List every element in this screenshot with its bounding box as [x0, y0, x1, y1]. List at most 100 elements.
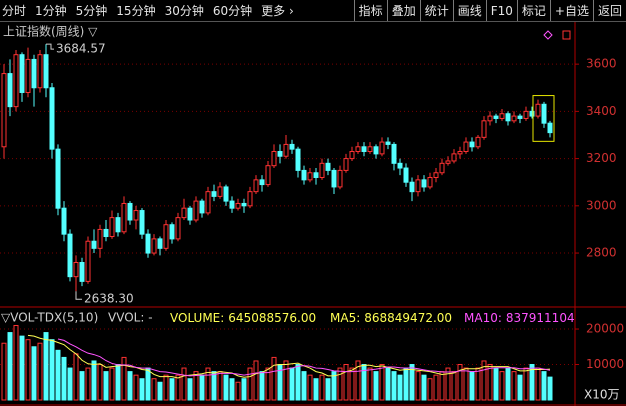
candle-body [535, 103, 541, 117]
period-item[interactable]: 60分钟 [212, 4, 253, 18]
volume-bar [217, 371, 223, 401]
candle-body [43, 54, 49, 89]
toolbar-button[interactable]: 画线 [452, 0, 486, 21]
candle-body [115, 217, 121, 233]
candle-body [355, 146, 361, 153]
toolbar: 分时 1分钟 5分钟 15分钟 30分钟 60分钟 更多 › 指标 叠加 统计 画线 F10 标记 +自… [0, 0, 626, 22]
volume-bar [127, 371, 133, 401]
candle-body [205, 191, 211, 214]
indicator-title: ▽VOL-TDX(5,10) [1, 311, 98, 325]
candle-body [133, 210, 139, 221]
candle-body [19, 54, 25, 93]
candle-body [457, 151, 463, 155]
period-item[interactable]: 更多 › [261, 4, 294, 18]
candle-body [427, 176, 433, 188]
unit-label: X10万 [584, 388, 620, 402]
volume-bar [325, 378, 331, 401]
candle-body [367, 146, 373, 153]
toolbar-button[interactable]: 标记 [516, 0, 550, 21]
candle-body [289, 143, 295, 150]
volume-bar [157, 381, 163, 401]
high-annotation: 3684.57 [56, 42, 106, 56]
legend-entry: VOLUME: 645088576.00 [170, 311, 316, 325]
legend-value: 837911104.00 [506, 311, 594, 325]
candle-body [7, 73, 13, 108]
volume-bar [25, 339, 31, 401]
volume-bar [223, 374, 229, 401]
volume-bar [523, 367, 529, 401]
candle-body [187, 207, 193, 221]
candle-body [31, 58, 37, 89]
volume-bar [433, 374, 439, 401]
candle-body [97, 228, 103, 249]
candle-body [181, 207, 187, 219]
candle-body [151, 238, 157, 254]
candle-body [157, 238, 163, 249]
candle-body [193, 200, 199, 221]
candle-body [277, 151, 283, 157]
volume-bar [241, 378, 247, 401]
legend-entry: MA10: 837911104.00 [464, 311, 594, 325]
period-item[interactable]: 30分钟 [164, 4, 204, 18]
volume-bar [97, 364, 103, 401]
volume-bar [187, 378, 193, 401]
candle-body [391, 143, 397, 164]
toolbar-button[interactable]: 指标 [353, 0, 387, 21]
period-item[interactable]: 5分钟 [75, 4, 108, 18]
candle-body [313, 172, 319, 178]
candle-body [319, 162, 325, 178]
volume-bar [499, 371, 505, 401]
volume-bar [427, 378, 433, 401]
volume-bar [265, 367, 271, 401]
volume-bar [385, 367, 391, 401]
candle-body [385, 141, 391, 145]
volume-bar [301, 371, 307, 401]
volume-bar [283, 360, 289, 401]
ma-line [57, 338, 551, 377]
volume-bar [193, 371, 199, 401]
toolbar-button[interactable]: 返回 [592, 0, 626, 21]
volume-bar [259, 371, 265, 401]
candle-body [265, 165, 271, 186]
vvol-label: VVOL: - [108, 311, 153, 325]
volume-bar [1, 342, 7, 401]
candle-body [331, 169, 337, 188]
period-item[interactable]: 1分钟 [35, 4, 67, 18]
candle-body [121, 202, 127, 233]
volume-bar [373, 371, 379, 401]
volume-bar [391, 371, 397, 401]
volume-bar [409, 364, 415, 401]
volume-bar [31, 346, 37, 401]
volume-bar [319, 374, 325, 401]
volume-bar [271, 356, 277, 401]
volume-bar [229, 378, 235, 401]
candle-body [73, 261, 79, 278]
candle-body [379, 141, 385, 155]
volume-bar [7, 332, 13, 401]
candle-body [199, 200, 205, 214]
candle-body [481, 120, 487, 138]
candle-body [433, 172, 439, 178]
candle-body [247, 191, 253, 207]
legend-name: MA5: [330, 311, 360, 325]
candle-body [55, 148, 61, 209]
volume-bar [445, 367, 451, 401]
volume-bar [103, 371, 109, 401]
candle-body [403, 167, 409, 183]
period-item[interactable]: 分时 [2, 4, 27, 18]
icon-diamond[interactable] [543, 30, 553, 40]
volume-bar [295, 364, 301, 401]
volume-bar [133, 374, 139, 401]
candle-body [169, 224, 175, 240]
toolbar-button[interactable]: F10 [485, 0, 517, 21]
toolbar-button[interactable]: 统计 [419, 0, 453, 21]
volume-bar [541, 371, 547, 401]
toolbar-button[interactable]: +自选 [549, 0, 593, 21]
volume-bar [349, 367, 355, 401]
volume-bar [145, 367, 151, 401]
icon-square[interactable] [562, 30, 571, 40]
toolbar-button[interactable]: 叠加 [386, 0, 420, 21]
period-item[interactable]: 15分钟 [116, 4, 156, 18]
volume-bar [55, 349, 61, 401]
